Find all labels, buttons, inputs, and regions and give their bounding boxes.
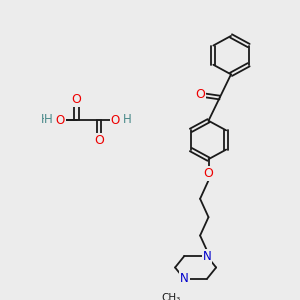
Text: O: O xyxy=(195,88,205,101)
Text: N: N xyxy=(202,250,211,263)
Text: N: N xyxy=(180,272,189,285)
Text: O: O xyxy=(50,114,59,127)
Text: O: O xyxy=(94,134,104,147)
Text: H: H xyxy=(122,113,131,126)
Text: O: O xyxy=(204,167,213,180)
Text: O: O xyxy=(56,114,64,127)
Text: H: H xyxy=(41,113,50,126)
Text: CH₃: CH₃ xyxy=(162,293,181,300)
Text: O: O xyxy=(72,93,81,106)
Text: O: O xyxy=(111,114,120,127)
Text: H: H xyxy=(44,113,53,126)
